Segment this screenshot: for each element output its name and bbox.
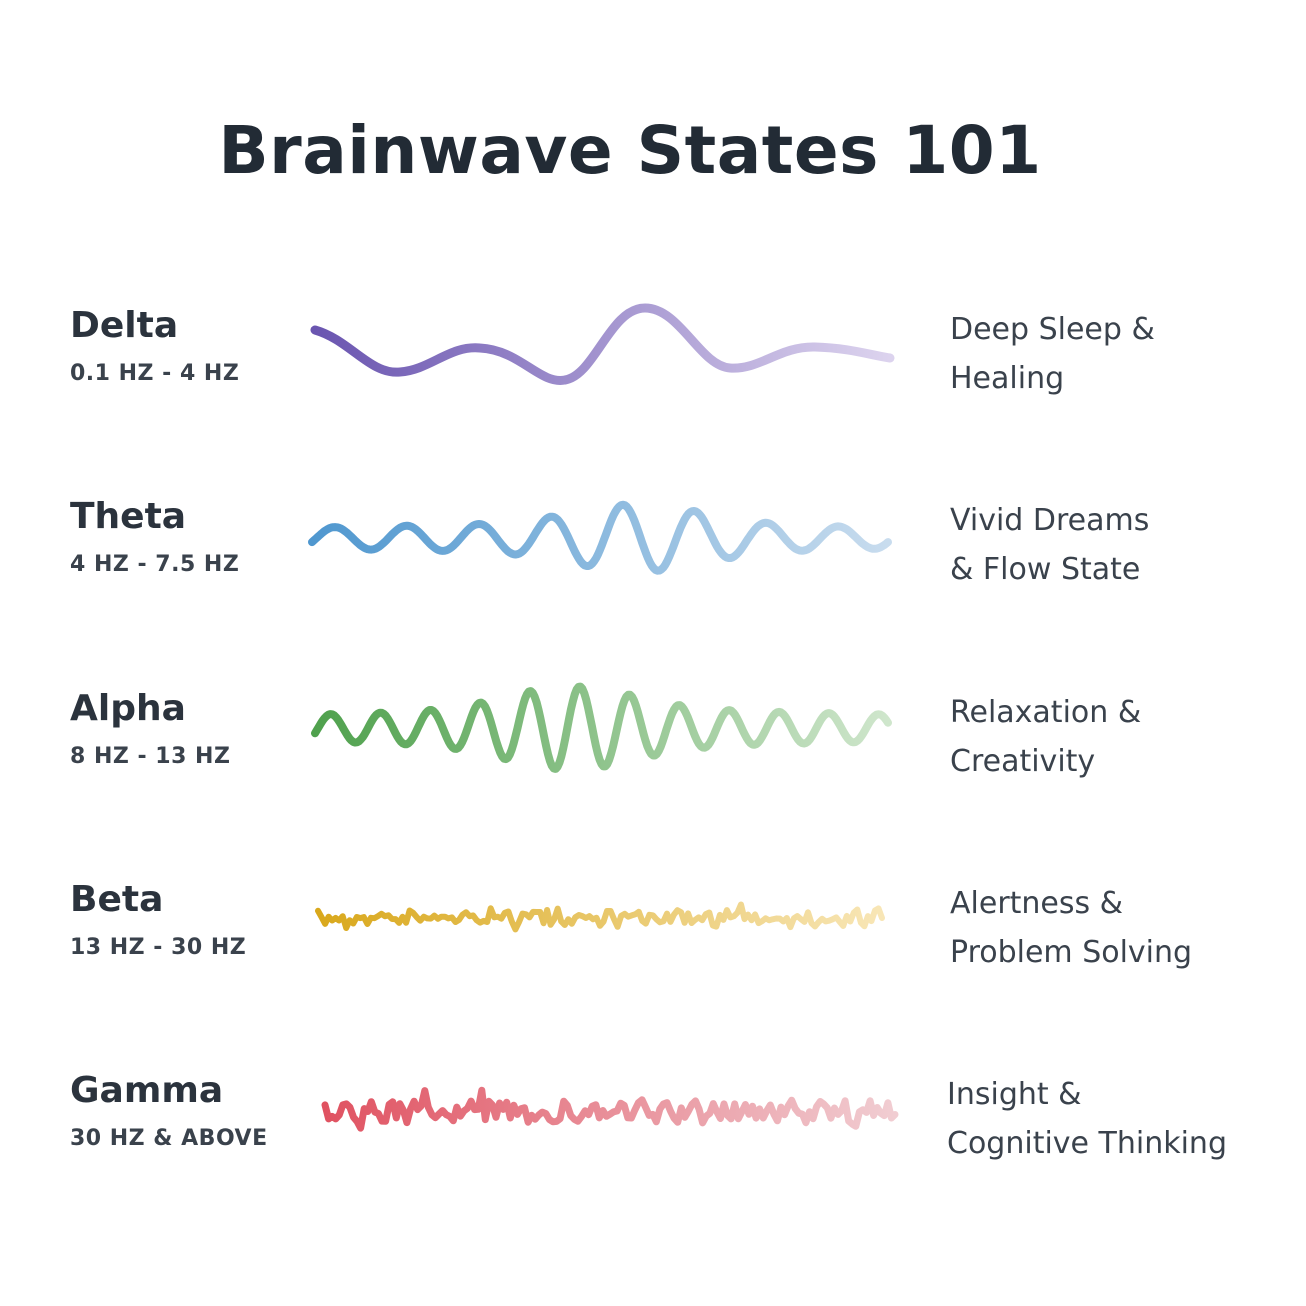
gamma-wave bbox=[321, 1086, 899, 1132]
state-description: Deep Sleep & Healing bbox=[950, 305, 1155, 403]
desc-line: & Flow State bbox=[950, 552, 1141, 587]
desc-line: Problem Solving bbox=[950, 935, 1193, 970]
desc-line: Creativity bbox=[950, 744, 1096, 779]
state-range: 8 HZ - 13 HZ bbox=[70, 744, 231, 769]
state-name: Delta bbox=[70, 305, 179, 346]
desc-line: Vivid Dreams bbox=[950, 503, 1150, 538]
state-name: Beta bbox=[70, 879, 164, 920]
desc-line: Deep Sleep & bbox=[950, 312, 1155, 347]
state-row-delta: Delta 0.1 HZ - 4 HZ Deep Sleep & Healing bbox=[0, 305, 1306, 425]
page-title: Brainwave States 101 bbox=[218, 112, 1042, 189]
state-row-gamma: Gamma 30 HZ & ABOVE Insight & Cognitive T… bbox=[0, 1070, 1306, 1190]
state-range: 13 HZ - 30 HZ bbox=[70, 935, 247, 960]
state-description: Relaxation & Creativity bbox=[950, 688, 1141, 786]
delta-wave bbox=[310, 303, 895, 385]
state-row-beta: Beta 13 HZ - 30 HZ Alertness & Problem So… bbox=[0, 879, 1306, 999]
state-range: 30 HZ & ABOVE bbox=[70, 1126, 268, 1151]
alpha-wave bbox=[311, 682, 892, 773]
state-range: 4 HZ - 7.5 HZ bbox=[70, 552, 240, 577]
state-name: Alpha bbox=[70, 688, 186, 729]
state-name: Theta bbox=[70, 496, 187, 537]
state-description: Alertness & Problem Solving bbox=[950, 879, 1192, 977]
state-description: Vivid Dreams & Flow State bbox=[950, 496, 1149, 594]
desc-line: Insight & bbox=[947, 1077, 1082, 1112]
desc-line: Cognitive Thinking bbox=[947, 1126, 1227, 1161]
state-range: 0.1 HZ - 4 HZ bbox=[70, 361, 240, 386]
theta-wave bbox=[308, 500, 892, 575]
state-name: Gamma bbox=[70, 1070, 224, 1111]
desc-line: Alertness & bbox=[950, 886, 1124, 921]
state-row-alpha: Alpha 8 HZ - 13 HZ Relaxation & Creativit… bbox=[0, 688, 1306, 808]
state-row-theta: Theta 4 HZ - 7.5 HZ Vivid Dreams & Flow S… bbox=[0, 496, 1306, 616]
desc-line: Healing bbox=[950, 361, 1065, 396]
beta-wave bbox=[315, 901, 885, 933]
state-description: Insight & Cognitive Thinking bbox=[947, 1070, 1227, 1168]
desc-line: Relaxation & bbox=[950, 695, 1142, 730]
